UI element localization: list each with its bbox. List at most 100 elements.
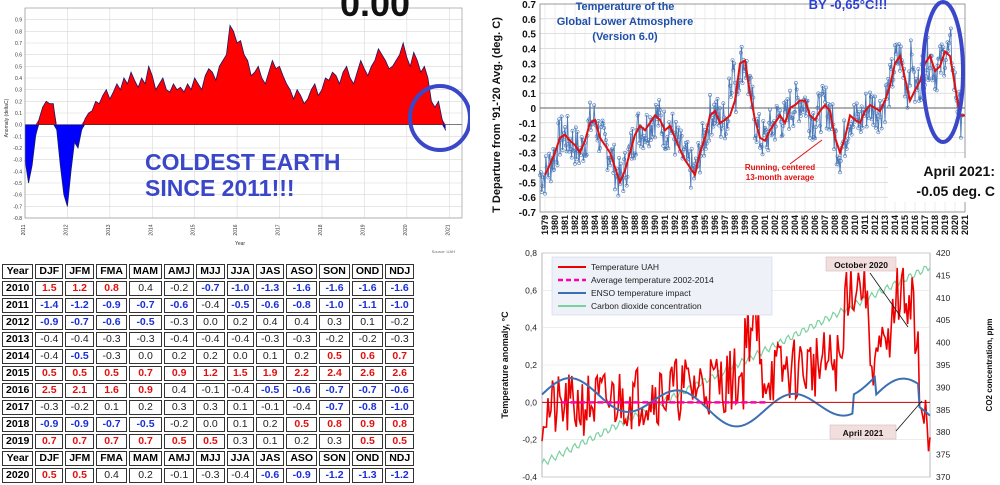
top-number: 0.00 — [340, 0, 410, 24]
title-line1: Temperature of the — [576, 1, 675, 13]
monthly-point — [934, 88, 939, 93]
monthly-point — [686, 157, 691, 161]
running-label-line2: 13-month average — [746, 173, 815, 182]
monthly-point — [834, 162, 839, 167]
monthly-point — [673, 152, 677, 157]
x-tick-label: 1994 — [690, 215, 700, 235]
value-cell: 0.7 — [128, 366, 163, 381]
monthly-point — [632, 156, 637, 161]
monthly-point — [907, 69, 912, 74]
monthly-point — [888, 63, 892, 67]
monthly-point — [700, 121, 705, 126]
monthly-point — [603, 138, 608, 143]
table-row: 2011 -1.4 -1.2 -0.9 -0.7 -0.6 -0.4 -0.5 -0.6 -0.8… — [2, 298, 415, 313]
year-cell: 2016 — [2, 383, 34, 398]
value-cell: 0.0 — [128, 349, 163, 364]
uah-co2-chart: -0,4 -0,2 0,0 0,2 0,4 0,6 0,8 370 375 380 385 390 39… — [500, 248, 994, 482]
value-cell: -0.2 — [351, 332, 384, 347]
monthly-point — [928, 66, 932, 71]
y-tick-label: 0.6 — [522, 15, 536, 26]
monthly-point — [722, 115, 727, 120]
value-cell: 0.5 — [96, 366, 127, 381]
value-cell: 0.7 — [96, 434, 127, 449]
y-tick-label: 0.1 — [15, 111, 22, 117]
value-cell: -0.3 — [286, 332, 318, 347]
positive-area — [25, 25, 446, 125]
monthly-point — [773, 124, 778, 129]
monthly-point — [832, 147, 837, 152]
monthly-point — [692, 176, 697, 181]
monthly-point — [738, 50, 743, 55]
oni-table: Year DJF JFM FMA MAM AMJ MJJ JJA JAS ASO SON OND NDJ… — [0, 262, 416, 485]
monthly-point — [931, 74, 936, 79]
x-tick-label: 1993 — [680, 215, 690, 235]
value-cell: -0.9 — [286, 468, 318, 483]
monthly-point — [876, 130, 881, 135]
monthly-point — [719, 126, 724, 131]
value-cell: -1.1 — [351, 298, 384, 313]
value-cell: 2.4 — [319, 366, 350, 381]
y-right-tick-label: 390 — [936, 382, 950, 392]
monthly-point — [798, 113, 803, 118]
monthly-point — [714, 121, 719, 126]
monthly-point — [909, 52, 914, 57]
x-tick-label: 2013 — [880, 215, 890, 235]
value-cell: -0.4 — [164, 332, 195, 347]
value-cell: 0.2 — [196, 349, 225, 364]
x-tick-label: 1981 — [560, 215, 570, 235]
monthly-point — [860, 125, 865, 130]
value-cell: 2.1 — [65, 383, 95, 398]
monthly-point — [622, 157, 627, 162]
monthly-point — [617, 156, 622, 160]
plot-frame — [24, 7, 463, 219]
monthly-point — [558, 152, 562, 157]
value-cell: 0.1 — [226, 400, 254, 415]
value-cell: 0.8 — [96, 281, 127, 296]
monthly-point — [646, 138, 651, 143]
y-tick-label: -0.1 — [519, 119, 537, 130]
monthly-point — [693, 156, 698, 161]
monthly-point — [543, 154, 548, 159]
title-line2: Global Lower Atmosphere — [557, 16, 694, 28]
monthly-point — [567, 149, 572, 154]
column-header: Year — [2, 451, 34, 466]
monthly-point — [821, 89, 826, 94]
monthly-point — [948, 33, 952, 38]
monthly-point — [663, 146, 668, 151]
monthly-point — [823, 85, 828, 90]
table-row: 2015 0.5 0.5 0.5 0.7 0.9 1.2 1.5 1.9 2.2 2.4 2.6 2.6 — [2, 366, 415, 381]
monthly-point — [838, 159, 843, 163]
column-header: Year — [2, 264, 34, 279]
column-header: JJA — [226, 451, 254, 466]
value-cell: -0.6 — [385, 383, 415, 398]
monthly-point — [721, 101, 726, 106]
value-cell: -1.0 — [319, 298, 350, 313]
x-tick-label: 1990 — [650, 215, 660, 235]
value-cell: -1.6 — [286, 281, 318, 296]
monthly-point — [608, 163, 612, 168]
monthly-point — [552, 167, 557, 172]
running-label-arrow — [789, 139, 823, 165]
x-tick-label: 2006 — [810, 215, 820, 235]
monthly-point — [595, 138, 600, 143]
y-tick-label: 0.8 — [15, 29, 22, 35]
y-right-tick-label: 420 — [936, 248, 950, 258]
monthly-point — [697, 144, 702, 149]
monthly-point — [873, 125, 878, 130]
monthly-point — [713, 100, 718, 105]
y-left-tick-label: 0,0 — [525, 397, 537, 407]
monthly-point — [911, 66, 916, 70]
monthly-point — [629, 156, 634, 161]
monthly-point — [720, 123, 725, 127]
monthly-point — [710, 116, 715, 121]
monthly-point — [698, 170, 702, 175]
column-header: OND — [351, 264, 384, 279]
value-cell: 0.1 — [255, 349, 285, 364]
monthly-point — [758, 142, 763, 147]
value-cell: 0.9 — [128, 383, 163, 398]
x-tick-label: 1982 — [570, 215, 580, 235]
monthly-point — [635, 113, 640, 118]
monthly-point — [781, 123, 786, 128]
x-tick-label: 1996 — [710, 215, 720, 235]
monthly-point — [723, 132, 728, 137]
